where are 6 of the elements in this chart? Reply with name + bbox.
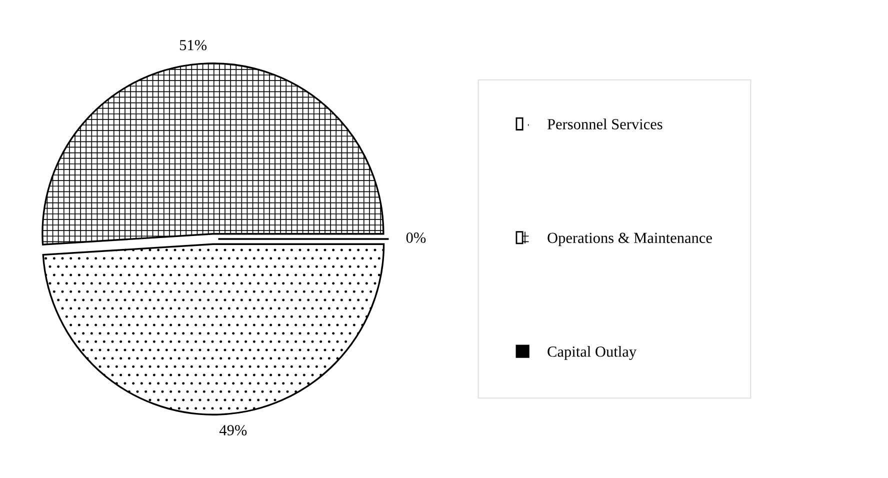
legend-label: Operations & Maintenance <box>548 232 712 246</box>
text: 0% <box>406 232 426 243</box>
legend-label: Personnel Services <box>547 118 662 130</box>
legend-label: Capital Outlay <box>548 346 636 360</box>
data-label: 51% <box>180 40 207 50</box>
data-label: 49% <box>219 425 247 436</box>
